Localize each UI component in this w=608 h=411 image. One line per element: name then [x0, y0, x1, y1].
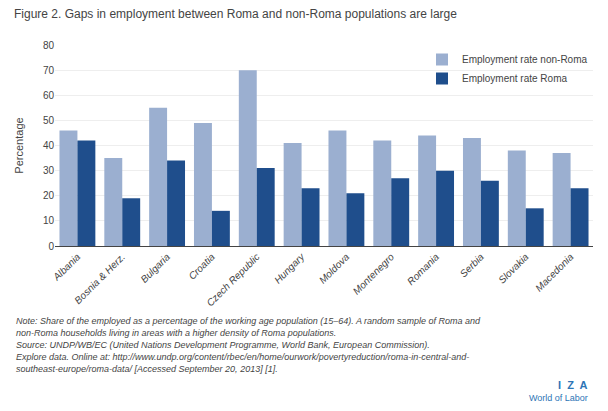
svg-text:Note: Share of the employed as: Note: Share of the employed as a percent… — [16, 316, 481, 326]
svg-text:80: 80 — [43, 40, 55, 51]
svg-text:Bulgaria: Bulgaria — [138, 251, 172, 285]
svg-text:20: 20 — [43, 190, 55, 201]
svg-text:Source: UNDP/WB/EC (United Nat: Source: UNDP/WB/EC (United Nations Devel… — [16, 340, 430, 350]
svg-text:Albania: Albania — [50, 251, 82, 283]
svg-text:Serbia: Serbia — [458, 251, 487, 280]
svg-text:70: 70 — [43, 65, 55, 76]
svg-text:Romania: Romania — [405, 251, 441, 287]
svg-text:Hungary: Hungary — [272, 250, 307, 285]
svg-text:Bosnia & Herz.: Bosnia & Herz. — [72, 251, 127, 306]
svg-text:Macedonia: Macedonia — [533, 251, 576, 294]
svg-text:World of Labor: World of Labor — [529, 393, 588, 403]
svg-text:Employment rate Roma: Employment rate Roma — [462, 73, 567, 84]
svg-text:non-Roma households living in: non-Roma households living in areas with… — [16, 328, 336, 338]
svg-text:Moldova: Moldova — [317, 251, 352, 286]
svg-text:Croatia: Croatia — [186, 251, 217, 282]
svg-text:Slovakia: Slovakia — [496, 251, 531, 286]
svg-text:0: 0 — [48, 241, 54, 252]
svg-text:60: 60 — [43, 90, 55, 101]
svg-text:50: 50 — [43, 115, 55, 126]
svg-text:Czech Republic: Czech Republic — [204, 251, 261, 308]
svg-text:40: 40 — [43, 140, 55, 151]
svg-text:I Z A: I Z A — [558, 379, 588, 391]
svg-text:Percentage: Percentage — [13, 117, 25, 173]
svg-text:Figure 2. Gaps in employment b: Figure 2. Gaps in employment between Rom… — [14, 7, 457, 21]
svg-text:Employment rate non-Roma: Employment rate non-Roma — [462, 54, 587, 65]
svg-text:Explore data. Online at: http:: Explore data. Online at: http://www.undp… — [16, 352, 469, 362]
svg-text:10: 10 — [43, 215, 55, 226]
svg-text:30: 30 — [43, 165, 55, 176]
svg-text:southeast-europe/roma-data/ [A: southeast-europe/roma-data/ [Accessed Se… — [16, 364, 278, 374]
svg-text:Montenegro: Montenegro — [351, 251, 397, 297]
